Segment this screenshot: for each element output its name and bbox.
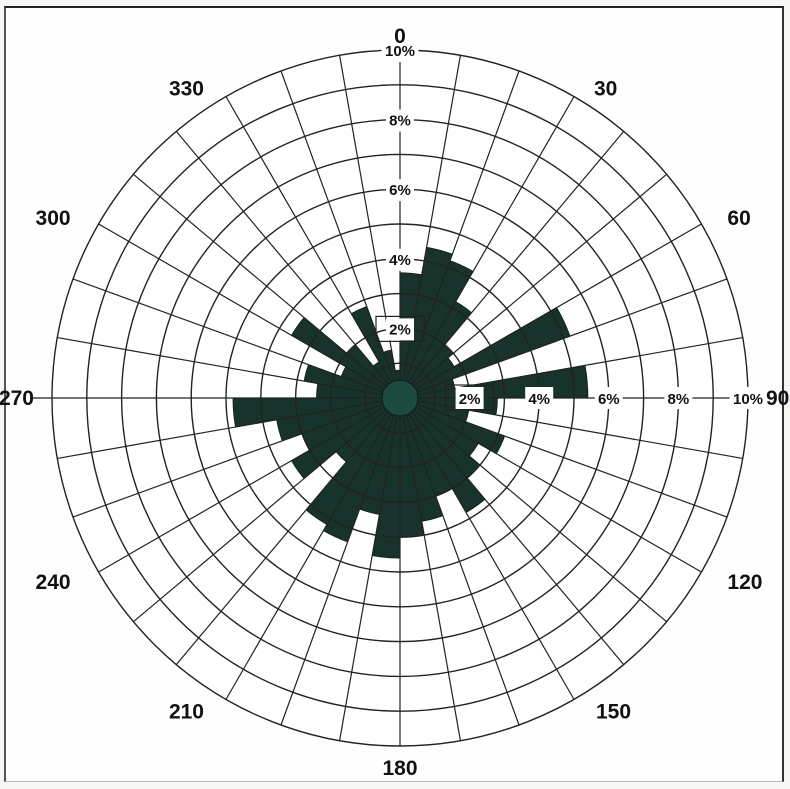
east-ring-label: 10% [733, 391, 763, 408]
spoke-280 [57, 336, 401, 399]
spoke-340 [280, 70, 401, 399]
north-label-bg [381, 40, 419, 62]
spoke-320 [175, 131, 401, 399]
spoke-110 [399, 397, 728, 518]
spoke-40 [399, 131, 625, 399]
east-label-bg [594, 387, 623, 409]
spoke-190 [338, 397, 401, 741]
angle-label-150: 150 [596, 700, 631, 723]
east-label-bg [664, 387, 693, 409]
spoke-170 [399, 397, 462, 741]
spoke-60 [399, 223, 702, 399]
spoke-240 [98, 397, 401, 573]
spoke-70 [399, 278, 728, 399]
north-label-bg [386, 109, 414, 132]
north-label-bg [386, 248, 414, 271]
spoke-250 [72, 397, 401, 518]
east-label-bg [729, 387, 767, 409]
angle-label-240: 240 [36, 571, 71, 594]
north-label-bg [386, 179, 414, 202]
spoke-130 [399, 397, 667, 623]
east-ring-labels: 2% 4% 6% 8% 10% [445, 384, 767, 411]
angle-label-120: 120 [727, 571, 762, 594]
angle-label-180: 180 [382, 757, 417, 780]
north-ring-label: 2% [389, 321, 411, 338]
center-dot [381, 379, 419, 417]
spoke-50 [399, 173, 667, 399]
spoke-160 [399, 397, 520, 726]
spoke-120 [399, 397, 702, 573]
angle-label-0: 0 [394, 25, 406, 48]
east-label-bg [455, 387, 484, 409]
angle-label-300: 300 [36, 207, 71, 230]
spoke-300 [98, 223, 401, 399]
spoke-30 [399, 96, 575, 399]
center-marker [381, 379, 419, 417]
north-ring-label: 10% [385, 43, 415, 60]
spoke-220 [175, 397, 401, 665]
angle-label-90: 90 [766, 387, 789, 410]
north-ring-label: 8% [389, 113, 411, 130]
spoke-330 [225, 96, 401, 399]
angle-label-270: 270 [0, 387, 34, 410]
north-label-bg [386, 318, 414, 341]
spoke-140 [399, 397, 625, 665]
east-ring-label: 8% [668, 391, 690, 408]
spoke-20 [399, 70, 520, 399]
north-ring-label: 4% [389, 252, 411, 269]
spoke-200 [280, 397, 401, 726]
spoke-310 [133, 173, 401, 399]
north-ring-label: 6% [389, 182, 411, 199]
east-label-box [445, 384, 495, 411]
east-ring-label: 4% [528, 391, 550, 408]
spoke-210 [225, 397, 401, 700]
spoke-260 [57, 397, 401, 460]
north-ring-labels: 2% 4% 6% 8% 10% [375, 40, 425, 342]
east-label-bg [525, 387, 554, 409]
angle-label-60: 60 [727, 207, 750, 230]
angle-label-30: 30 [594, 78, 617, 101]
spoke-290 [72, 278, 401, 399]
angle-labels: 0 30 60 90 120 150 180 210 240 270 300 330 [0, 25, 789, 780]
east-ring-label: 2% [459, 391, 481, 408]
east-ring-label: 6% [598, 391, 620, 408]
spoke-150 [399, 397, 575, 700]
spoke-230 [133, 397, 401, 623]
angle-label-210: 210 [169, 700, 204, 723]
north-label-box [375, 315, 425, 342]
angle-label-330: 330 [169, 78, 204, 101]
